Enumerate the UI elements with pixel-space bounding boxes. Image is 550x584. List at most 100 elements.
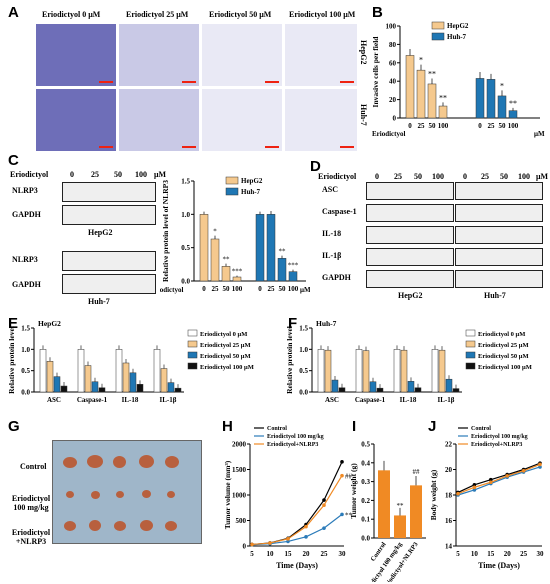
d-dose-0-b: 0 <box>463 172 467 181</box>
x-tick-label: 5 <box>456 550 460 558</box>
c-nlrp3-label-huh7: NLRP3 <box>12 255 38 264</box>
scale-bar <box>182 146 196 148</box>
scale-bar <box>265 81 279 83</box>
scale-bar <box>99 146 113 148</box>
y-tick-label: 0.0 <box>21 389 30 397</box>
series-line <box>251 513 343 546</box>
legend-swatch <box>187 351 198 359</box>
legend-swatch <box>187 362 198 370</box>
bar <box>160 368 168 393</box>
chart-j-body-weight: 14 16 18 20 22 Body weight (g) 5 10 15 20 25 30 Time… <box>429 426 545 570</box>
y-tick-label: 20 <box>445 466 453 474</box>
legend-swatch <box>431 21 445 30</box>
x-tick-label: 0 <box>478 122 482 130</box>
x-tick-label: 100 <box>288 285 299 293</box>
bar <box>77 349 85 393</box>
g-row-nlrp3: Eriodictyol +NLRP3 <box>11 528 51 546</box>
bar <box>475 78 485 119</box>
data-point <box>286 539 290 544</box>
a-header-50: Eriodictyol 50 μM <box>209 10 272 19</box>
chart-title: Huh-7 <box>316 319 337 328</box>
legend-label: Huh-7 <box>241 188 261 196</box>
significance-marker: ## <box>345 473 352 481</box>
legend-swatch <box>465 340 476 348</box>
d-dose-0-a: 0 <box>375 172 379 181</box>
bar <box>324 349 332 393</box>
y-tick-label: 0.3 <box>361 478 370 486</box>
bar <box>338 387 346 393</box>
tumor <box>64 521 76 531</box>
data-point <box>340 460 344 464</box>
x-tick-label: 20 <box>303 550 311 558</box>
bar <box>355 349 363 393</box>
d-dose-25-a: 25 <box>394 172 402 181</box>
c-gapdh-label-hepg2: GAPDH <box>12 210 41 219</box>
legend-label: Eriodictyol 100 μM <box>478 364 532 371</box>
y-axis-label: Relative protein level <box>7 326 16 394</box>
a-header-0: Eriodictyol 0 μM <box>42 10 101 19</box>
x-tick-label: 10 <box>471 550 479 558</box>
legend-label: Eriodictyol 0 μM <box>200 331 247 338</box>
bar <box>277 258 287 282</box>
bar <box>410 485 422 538</box>
x-eriodictyol-label: Eriodictyol <box>160 286 183 294</box>
d-blot-strip <box>366 248 454 266</box>
x-tick-label: 25 <box>321 550 329 558</box>
y-tick-label: 60 <box>389 59 397 67</box>
data-point <box>322 526 326 530</box>
x-tick-label: 5 <box>250 550 254 558</box>
y-tick-label: 500 <box>236 517 247 525</box>
legend-label: Control <box>267 426 287 432</box>
bar <box>153 349 161 393</box>
x-tick-label: 30 <box>537 550 545 558</box>
y-tick-label: 2000 <box>232 441 247 449</box>
x-tick-label: 15 <box>285 550 293 558</box>
y-tick-label: 1.5 <box>181 178 190 186</box>
y-tick-label: 1500 <box>232 466 247 474</box>
bar <box>122 362 130 393</box>
x-eriodictyol-label: Eriodictyol <box>372 130 405 138</box>
micrograph-huh7-0 <box>36 89 116 151</box>
legend-swatch <box>187 340 198 348</box>
bar <box>416 69 426 119</box>
bar <box>98 387 106 393</box>
bar <box>445 378 453 393</box>
d-blot-strip <box>366 226 454 244</box>
series-line <box>457 462 541 493</box>
data-point <box>472 483 477 487</box>
x-tick-label: 25 <box>212 285 220 293</box>
legend-swatch <box>187 329 198 337</box>
x-tick-label: 10 <box>267 550 275 558</box>
significance-marker: ** <box>509 99 517 108</box>
x-tick-label: 50 <box>429 122 437 130</box>
c-nlrp3-label-hepg2: NLRP3 <box>12 186 38 195</box>
series-line <box>457 463 541 495</box>
chart-h-tumor-volume: 0 500 1000 1500 2000 Tumor volume (mm³) 5 10 15 2… <box>223 426 352 570</box>
y-axis-label: Invasive cells per field <box>371 36 380 108</box>
d-blot-strip <box>366 270 454 288</box>
d-blot-strip <box>455 182 543 200</box>
significance-marker: ** <box>428 69 436 78</box>
y-tick-label: 1.0 <box>299 346 308 354</box>
panel-label-d: D <box>310 158 321 175</box>
y-tick-label: 18 <box>445 492 453 500</box>
d-huh7-label: Huh-7 <box>484 291 506 300</box>
y-tick-label: 0.1 <box>361 516 370 524</box>
bar <box>362 350 370 393</box>
legend-swatch <box>431 32 445 41</box>
y-tick-label: 0.0 <box>181 278 190 286</box>
legend-swatch <box>465 362 476 370</box>
data-point <box>286 537 290 541</box>
y-axis-label: Relative protein level of NLRP3 <box>161 180 170 282</box>
bar <box>288 271 298 282</box>
a-header-25: Eriodictyol 25 μM <box>126 10 189 19</box>
tumor <box>113 456 126 468</box>
x-axis-label: Time (Days) <box>276 561 318 570</box>
panel-label-g: G <box>8 418 20 435</box>
y-axis-label: Body weight (g) <box>429 469 438 520</box>
blot-gapdh-hepg2 <box>62 205 156 225</box>
legend-label: Eriodictyol+NLRP3 <box>267 442 318 448</box>
bar <box>91 381 99 393</box>
micrograph-huh7-25 <box>119 89 199 151</box>
